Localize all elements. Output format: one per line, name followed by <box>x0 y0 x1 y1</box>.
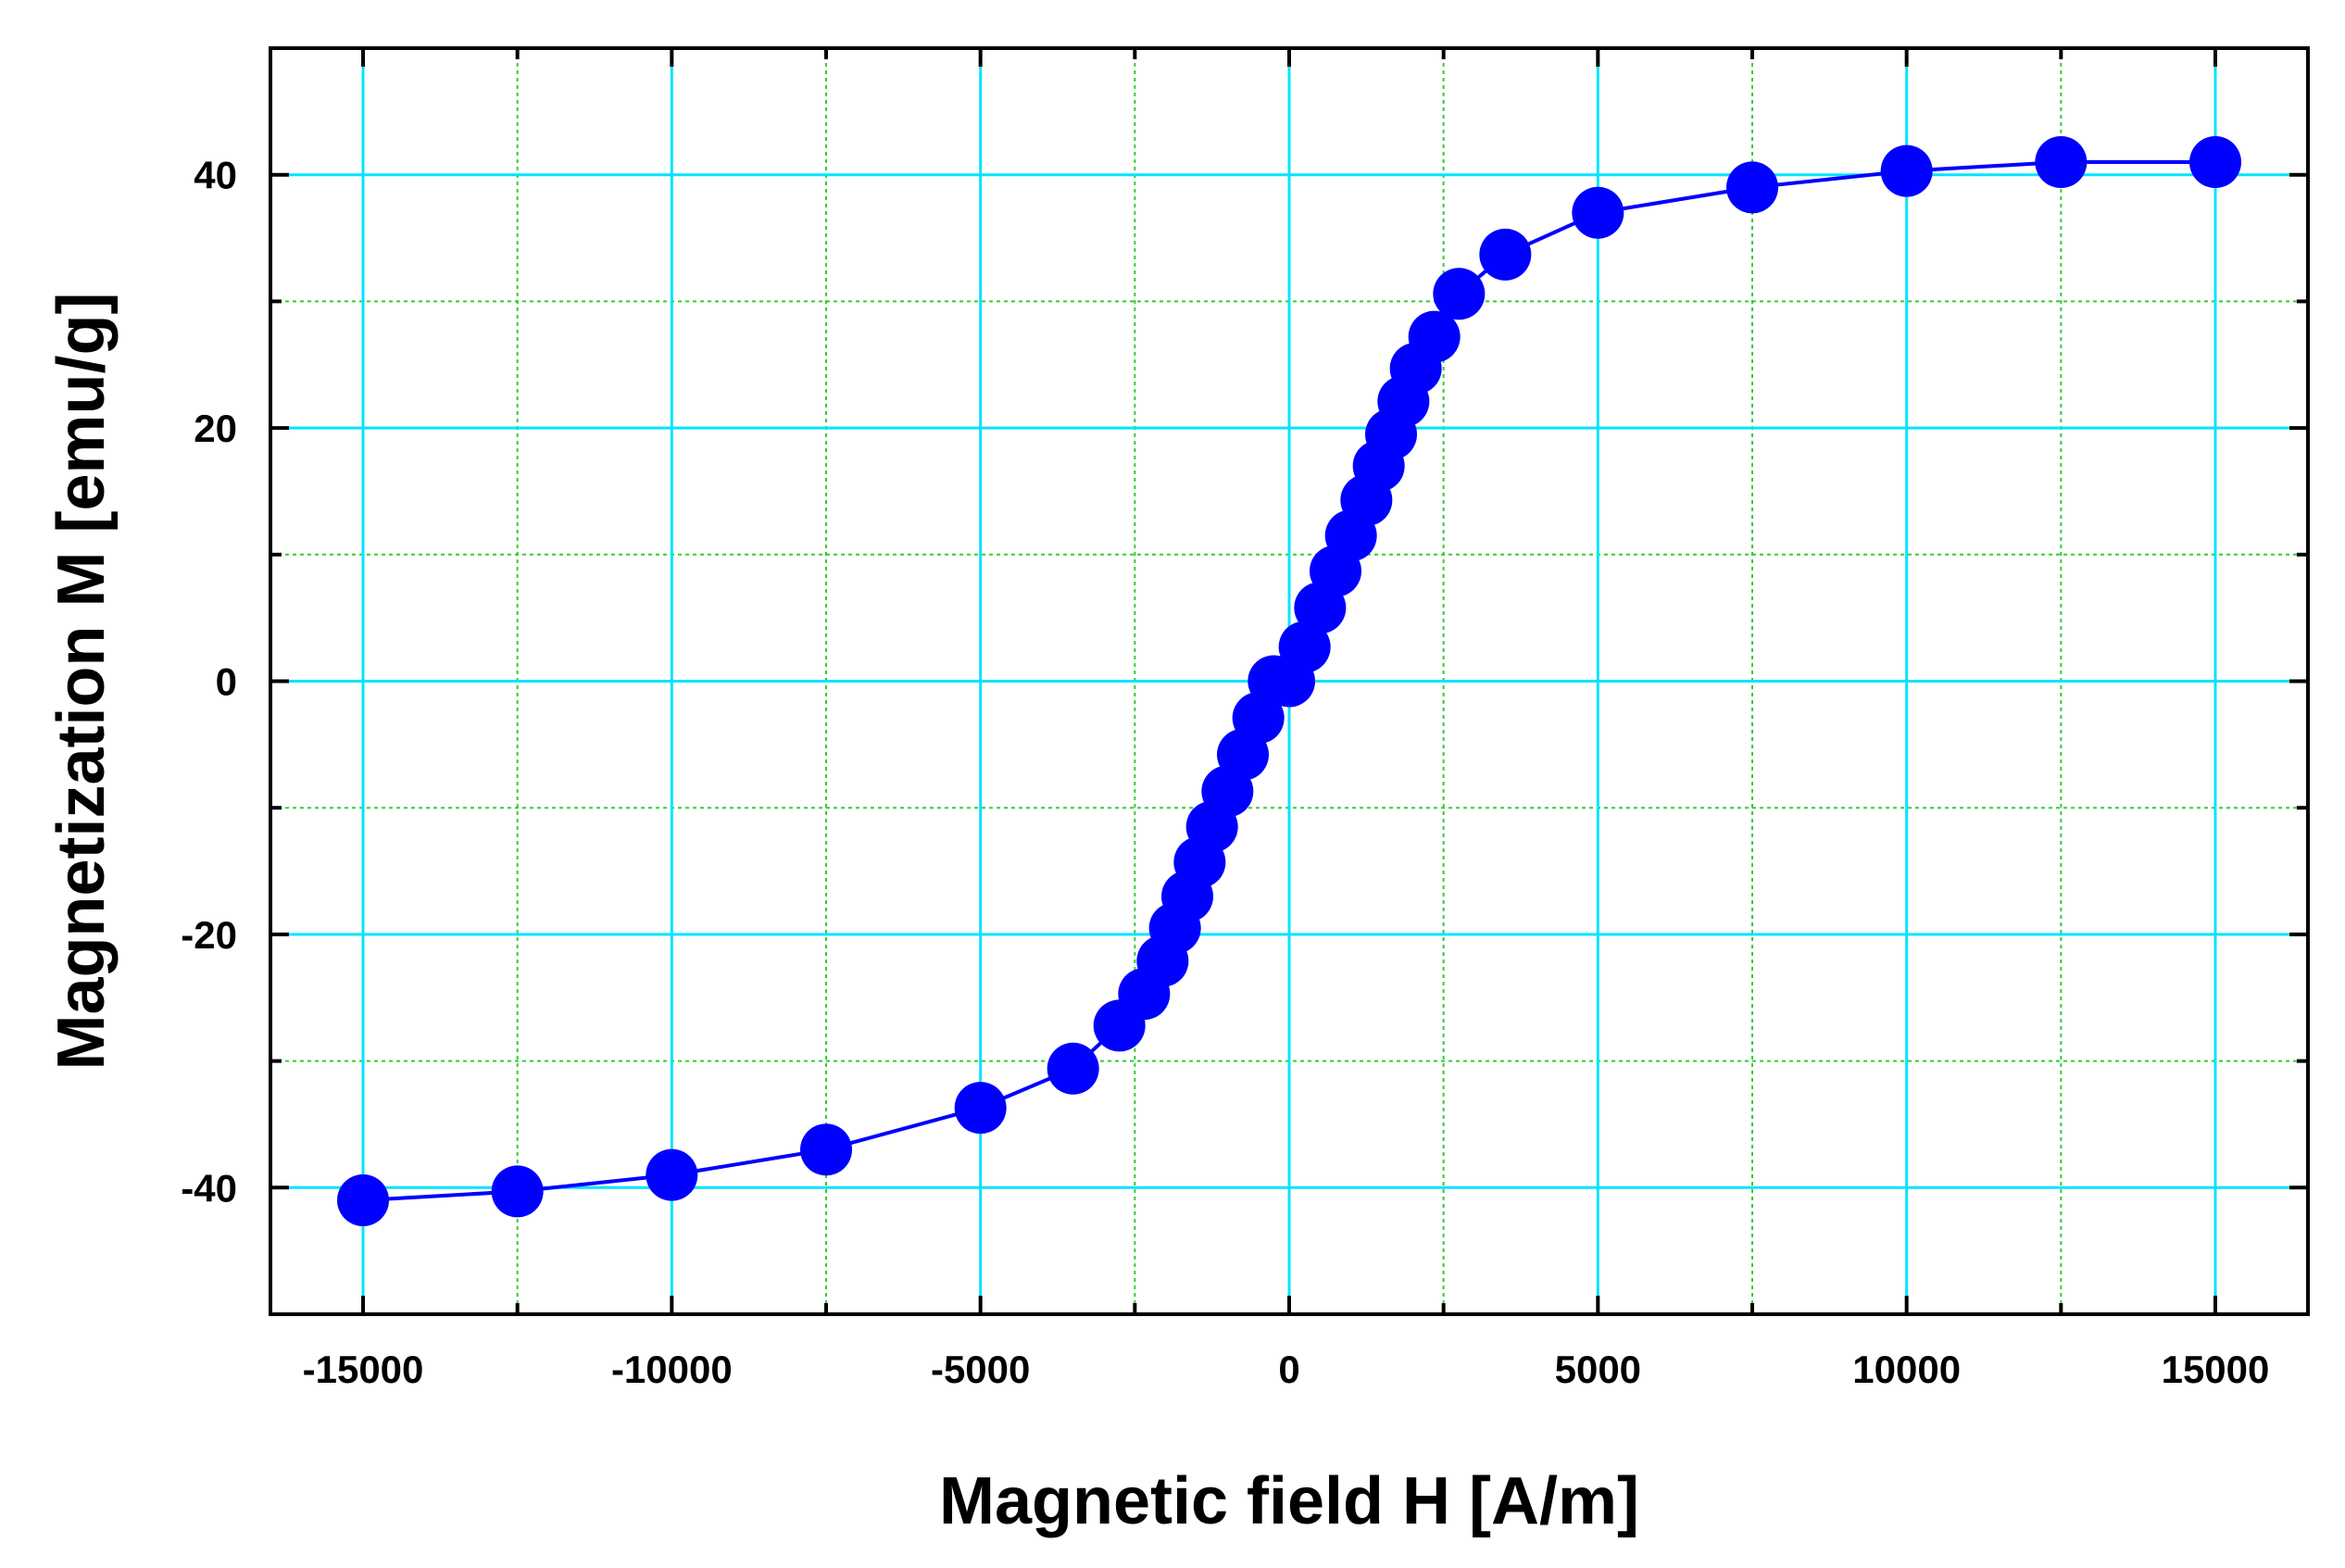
data-point <box>800 1123 852 1176</box>
data-point <box>1726 161 1778 214</box>
series-layer <box>337 136 2241 1226</box>
y-tick-label: -20 <box>181 913 237 957</box>
y-axis-title: Magnetization M [emu/g] <box>44 293 119 1071</box>
data-point <box>1880 144 1933 197</box>
data-point <box>491 1165 544 1218</box>
y-tick-label: 0 <box>216 660 237 704</box>
data-point <box>1408 310 1461 363</box>
x-tick-label: 10000 <box>1852 1348 1961 1391</box>
y-tick-label: 20 <box>194 407 237 450</box>
data-point <box>1047 1042 1099 1095</box>
x-tick-label: 15000 <box>2162 1348 2270 1391</box>
data-point <box>2035 136 2088 189</box>
x-tick-label: 5000 <box>1555 1348 1641 1391</box>
data-point <box>2189 136 2241 189</box>
data-point <box>1572 186 1624 239</box>
x-tick-label: 0 <box>1278 1348 1299 1391</box>
data-point <box>1278 621 1331 673</box>
data-point <box>1433 268 1486 320</box>
data-point <box>1479 228 1532 281</box>
x-tick-label: -15000 <box>303 1348 424 1391</box>
x-axis-title: Magnetic field H [A/m] <box>939 1464 1639 1538</box>
x-tick-label: -10000 <box>611 1348 733 1391</box>
tick-labels: -15000 -10000 -5000 0 5000 10000 15000 -40 -20 0 2… <box>181 154 2269 1391</box>
axis-ticks <box>270 48 2308 1314</box>
y-tick-label: 40 <box>194 154 237 197</box>
x-tick-label: -5000 <box>931 1348 1030 1391</box>
data-point <box>337 1173 389 1226</box>
data-point <box>646 1148 698 1201</box>
y-tick-label: -40 <box>181 1166 237 1210</box>
data-point <box>954 1082 1007 1135</box>
